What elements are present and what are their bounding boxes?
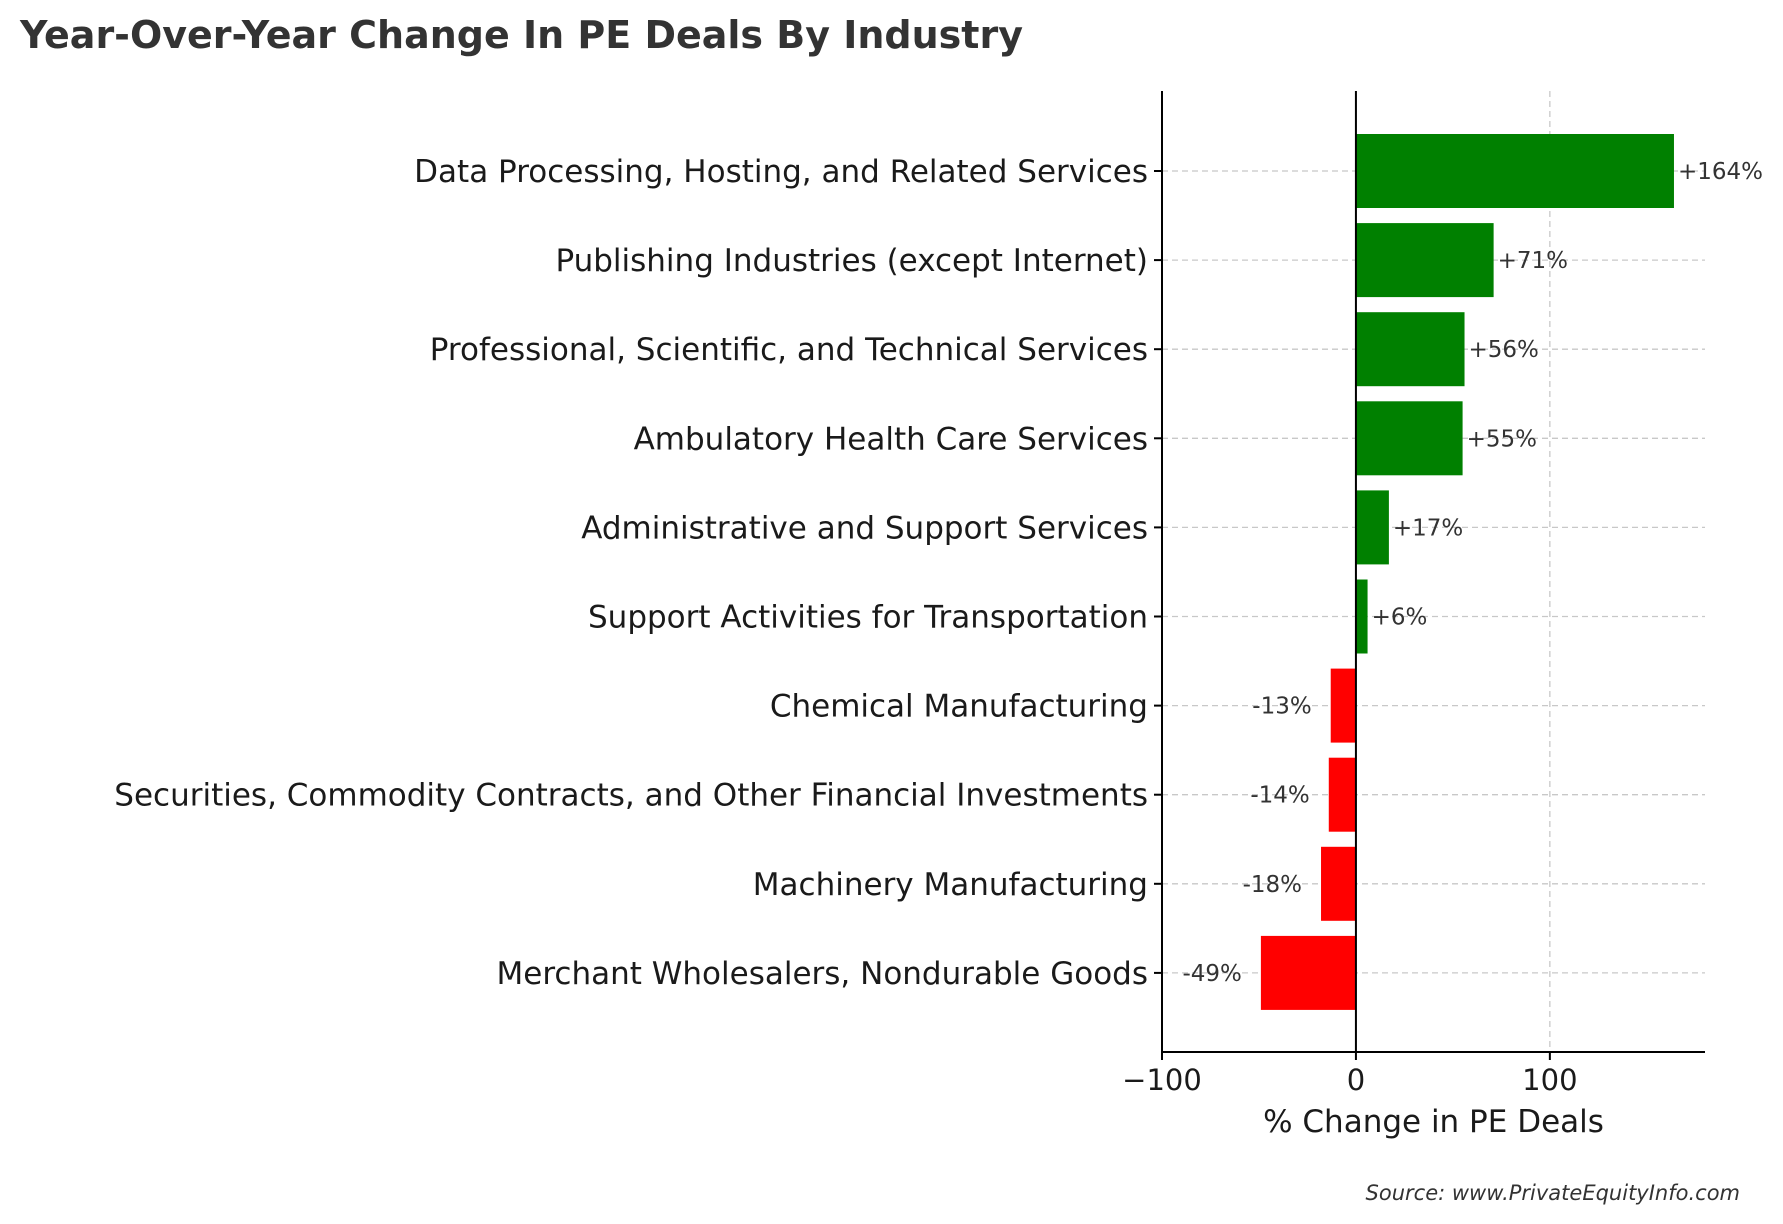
x-tick-label: 0 — [1347, 1063, 1365, 1097]
data-label: +17% — [1393, 515, 1463, 541]
data-label: +71% — [1498, 248, 1568, 274]
bars — [1260, 134, 1674, 1010]
category-label: Machinery Manufacturing — [753, 867, 1148, 903]
chart-title: Year-Over-Year Change In PE Deals By Ind… — [19, 13, 1023, 57]
bar — [1355, 312, 1465, 387]
axes — [1161, 91, 1705, 1053]
category-label: Publishing Industries (except Internet) — [555, 243, 1148, 279]
data-label: +55% — [1467, 426, 1537, 452]
x-tick-label: −100 — [1122, 1063, 1202, 1097]
category-label: Securities, Commodity Contracts, and Oth… — [114, 778, 1148, 814]
source-note: Source: www.PrivateEquityInfo.com — [1366, 1181, 1740, 1205]
bar — [1330, 668, 1356, 743]
data-label: +56% — [1469, 337, 1539, 363]
category-label: Merchant Wholesalers, Nondurable Goods — [497, 956, 1148, 992]
category-label: Professional, Scientific, and Technical … — [430, 332, 1148, 368]
category-labels: Data Processing, Hosting, and Related Se… — [114, 154, 1148, 992]
category-label: Data Processing, Hosting, and Related Se… — [414, 154, 1148, 190]
bar — [1355, 134, 1674, 208]
category-label: Support Activities for Transportation — [588, 600, 1148, 636]
data-label: -18% — [1243, 872, 1302, 898]
bar — [1321, 846, 1356, 921]
bar — [1355, 579, 1368, 654]
x-tick-label: 100 — [1522, 1063, 1577, 1097]
x-ticks: −100 0 100 — [1122, 170, 1578, 1097]
category-label: Chemical Manufacturing — [770, 689, 1148, 725]
bar — [1260, 935, 1356, 1010]
data-label: +6% — [1372, 605, 1428, 631]
data-label: -49% — [1182, 961, 1241, 987]
category-label: Ambulatory Health Care Services — [634, 421, 1148, 457]
data-label: -14% — [1250, 783, 1309, 809]
data-label: +164% — [1678, 159, 1763, 185]
category-label: Administrative and Support Services — [581, 510, 1148, 546]
data-label: -13% — [1252, 694, 1311, 720]
bar — [1355, 490, 1389, 565]
bar — [1355, 223, 1494, 298]
x-axis-label: % Change in PE Deals — [1263, 1104, 1604, 1140]
bar — [1355, 401, 1463, 476]
bar — [1328, 757, 1356, 832]
data-labels: +164% +71% +56% +55% +17% +6% -13% -14% -18% -49% — [1182, 159, 1763, 987]
